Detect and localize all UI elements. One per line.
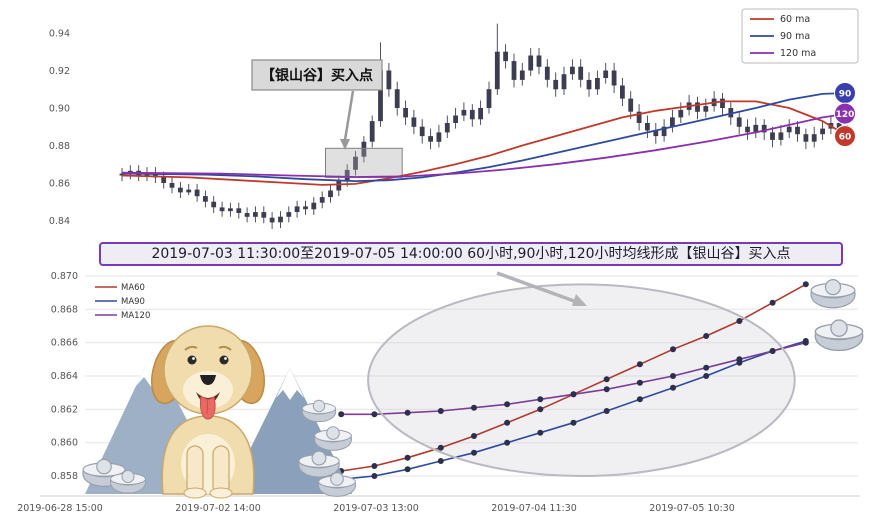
y-tick-label: 0.90 xyxy=(49,104,70,115)
legend-label: MA90 xyxy=(121,297,145,307)
dog-nose xyxy=(200,375,216,385)
y-tick-label: 0.88 xyxy=(49,141,70,152)
y-tick-label: 0.92 xyxy=(49,66,70,77)
silver-ingot-icon xyxy=(814,319,864,352)
annotation-label: 【银山谷】买入点 xyxy=(261,67,373,84)
y-tick-label: 0.864 xyxy=(51,371,78,382)
y-tick-label: 0.86 xyxy=(49,179,70,190)
candlestick-series xyxy=(119,23,850,229)
y-tick-label: 0.868 xyxy=(51,304,78,315)
highlight-ellipse xyxy=(368,284,795,476)
legend-label: MA120 xyxy=(121,311,150,321)
legend-label: 120 ma xyxy=(780,48,816,59)
svg-text:60: 60 xyxy=(839,133,852,143)
bottom-legend: MA60 MA90 MA120 xyxy=(95,283,150,321)
dog-leg-right xyxy=(212,445,230,495)
ma-end-badge-90: 90 xyxy=(834,82,856,104)
ma-line-120-ma xyxy=(121,112,848,178)
svg-text:90: 90 xyxy=(839,90,852,100)
ma-line-60-ma xyxy=(121,100,849,186)
y-tick-label: 0.860 xyxy=(51,438,78,449)
dog-leg-left xyxy=(186,445,204,495)
dog-paw xyxy=(209,487,233,499)
x-tick-label: 2019-07-02 14:00 xyxy=(175,503,261,514)
dog-eye-right xyxy=(219,355,229,365)
top-plot-layer: 0.94 0.92 0.90 0.88 0.86 0.84 xyxy=(49,23,850,229)
y-tick-label: 0.858 xyxy=(51,471,78,482)
scenery-layer xyxy=(82,325,356,499)
pointer-arrow xyxy=(496,271,575,303)
top-legend: 60 ma 90 ma 120 ma xyxy=(741,8,859,64)
annotation-arrow xyxy=(343,90,355,141)
svg-text:120: 120 xyxy=(836,110,855,120)
top-chart-svg: 0.94 0.92 0.90 0.88 0.86 0.84 【银山谷】买入点 60 ma 90 … xyxy=(49,8,859,229)
x-tick-label: 2019-06-28 15:00 xyxy=(17,503,103,514)
bottom-overlay-layer: MA60 MA90 MA120 xyxy=(95,271,796,477)
pattern-highlight-box xyxy=(325,147,403,178)
pattern-title-banner: 2019-07-03 11:30:00至2019-07-05 14:00:00 … xyxy=(99,242,843,266)
dog-eye-left xyxy=(187,355,197,365)
x-tick-label: 2019-07-05 10:30 xyxy=(649,503,735,514)
legend-label: MA60 xyxy=(121,283,145,293)
ma-end-badge-60: 60 xyxy=(834,125,856,148)
annotation-box xyxy=(251,59,383,91)
dog-eyebrow-left xyxy=(184,345,198,351)
y-tick-label: 0.84 xyxy=(49,216,70,227)
ma-line-90-ma xyxy=(121,92,848,183)
highlight-ellipse-border xyxy=(367,283,796,477)
bottom-plot-layer: 0.858 0.860 0.862 0.864 0.866 0.868 0.870 2019-… xyxy=(17,271,860,514)
legend-label: 90 ma xyxy=(780,31,810,42)
dog-eyebrow-right xyxy=(218,345,232,351)
bottom-chart-svg: 0.858 0.860 0.862 0.864 0.866 0.868 0.870 2019-… xyxy=(17,271,864,514)
dog-paw xyxy=(183,487,207,499)
ma-end-badge-120: 120 xyxy=(834,102,856,125)
legend-label: 60 ma xyxy=(780,14,810,25)
x-tick-label: 2019-07-03 13:00 xyxy=(333,503,419,514)
right-ingots-layer xyxy=(810,279,864,352)
buy-point-annotation: 【银山谷】买入点 xyxy=(251,59,383,150)
x-tick-label: 2019-07-04 11:30 xyxy=(491,503,577,514)
silver-ingot-icon xyxy=(810,279,856,309)
y-tick-label: 0.870 xyxy=(51,271,78,282)
y-tick-label: 0.862 xyxy=(51,404,78,415)
y-tick-label: 0.866 xyxy=(51,338,78,349)
golden-retriever-illustration xyxy=(151,325,265,499)
dog-muzzle xyxy=(183,371,233,409)
y-tick-label: 0.94 xyxy=(49,29,70,40)
